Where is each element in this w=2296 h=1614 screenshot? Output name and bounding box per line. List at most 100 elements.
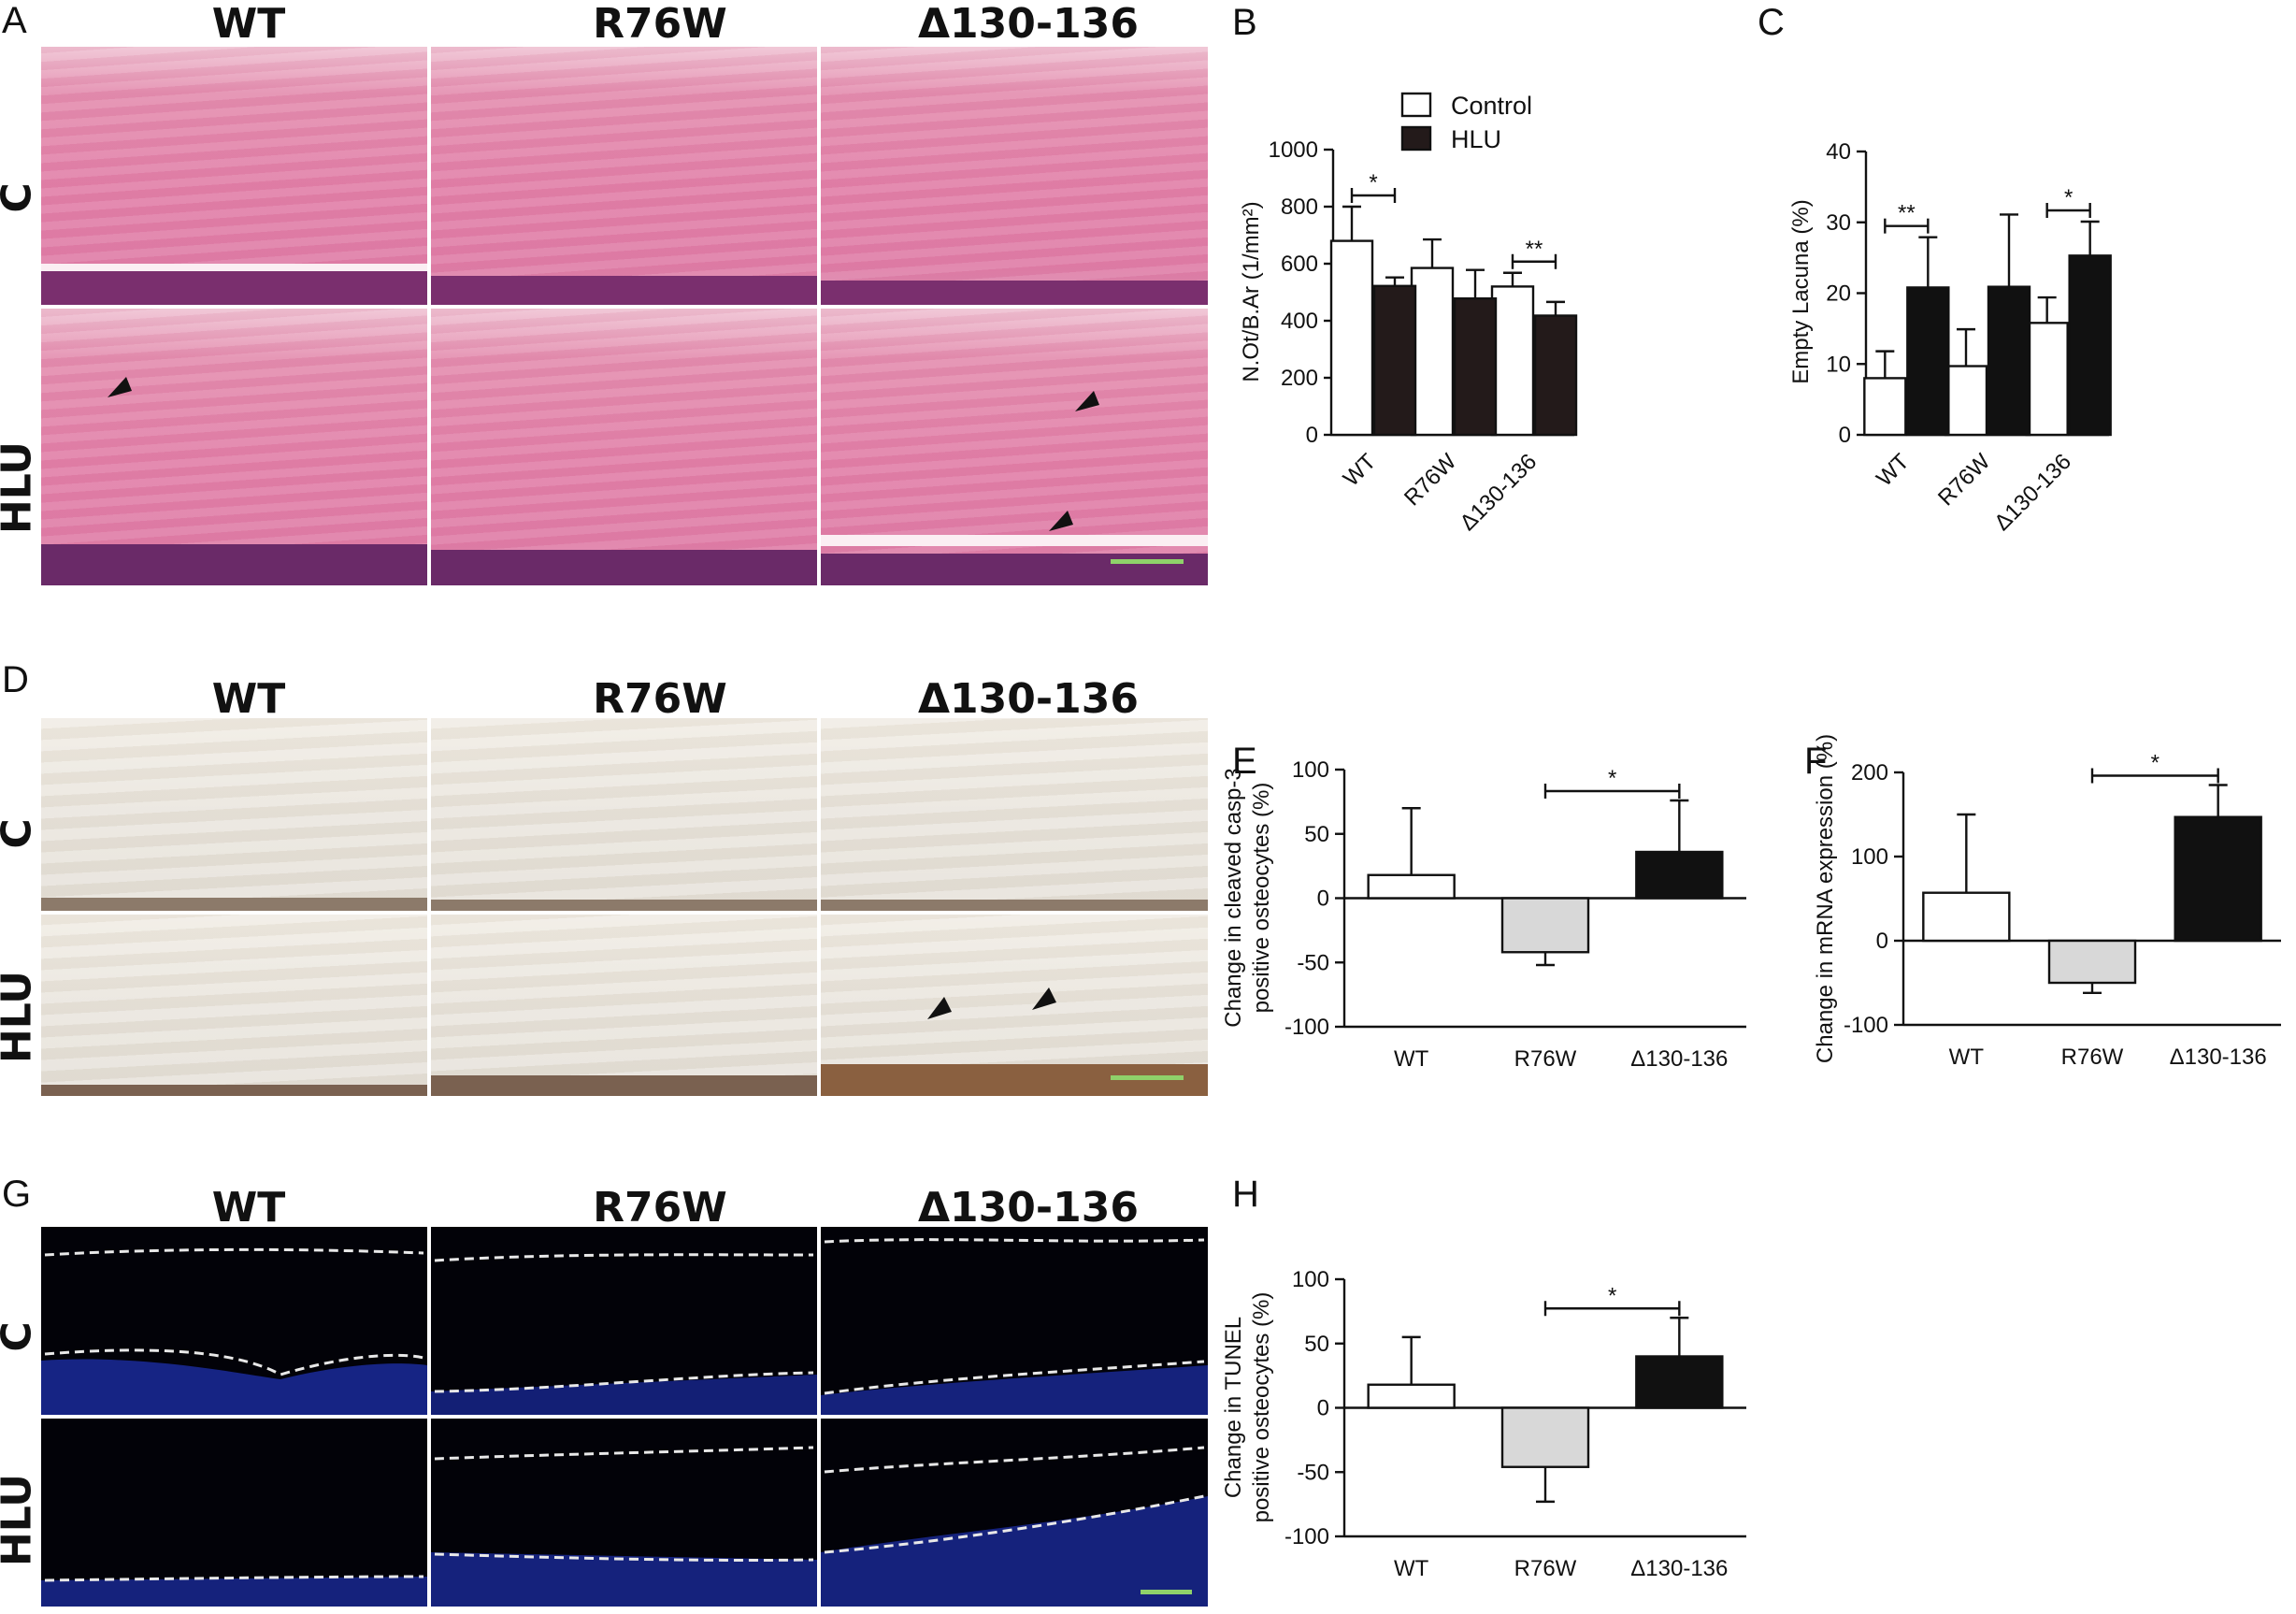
marrow-region bbox=[431, 1375, 817, 1415]
bar--130-136 bbox=[1635, 1355, 1724, 1409]
bar-wt bbox=[1367, 873, 1456, 900]
panel-label-h: H bbox=[1232, 1174, 1259, 1215]
ihc-image-del-control bbox=[821, 718, 1208, 911]
x-tick-label: WT bbox=[1949, 1045, 1985, 1070]
arrowhead-marker bbox=[1032, 987, 1056, 1010]
x-tick-label: R76W bbox=[1514, 1556, 1577, 1581]
he-image-wt-hlu bbox=[41, 309, 427, 585]
x-tick-label: Δ130-136 bbox=[2170, 1045, 2267, 1070]
y-tick-label: 100 bbox=[1292, 1267, 1329, 1292]
x-tick-label: WT bbox=[1394, 1556, 1429, 1581]
he-image-wt-control bbox=[41, 47, 427, 305]
scale-bar bbox=[1111, 1075, 1184, 1080]
arrowhead-marker bbox=[1049, 511, 1073, 531]
column-header-wt-a: WT bbox=[211, 0, 286, 48]
panel-label-d: D bbox=[2, 659, 29, 700]
tissue-edge bbox=[41, 898, 427, 911]
marrow-band bbox=[431, 550, 817, 585]
y-tick-label: 30 bbox=[1826, 210, 1851, 236]
column-header-r76w-a: R76W bbox=[593, 0, 727, 48]
legend-label-control: Control bbox=[1451, 92, 1532, 120]
x-tick-label: R76W bbox=[1514, 1046, 1577, 1072]
y-tick-label: 400 bbox=[1281, 309, 1318, 334]
ihc-image-wt-control bbox=[41, 718, 427, 911]
significance-label: * bbox=[1369, 170, 1377, 195]
marrow-band bbox=[821, 281, 1208, 305]
y-tick-label: -50 bbox=[1297, 950, 1329, 975]
ihc-image-wt-hlu bbox=[41, 915, 427, 1096]
he-image-r76w-hlu bbox=[431, 309, 817, 585]
y-axis-title: Change in TUNEL bbox=[1221, 1317, 1246, 1498]
y-tick-label: -100 bbox=[1284, 1524, 1329, 1549]
x-tick-label: R76W bbox=[2061, 1045, 2124, 1070]
tissue-gap bbox=[821, 535, 1208, 546]
tissue-edge bbox=[431, 900, 817, 911]
he-image-del-control bbox=[821, 47, 1208, 305]
bar-hlu bbox=[1533, 314, 1578, 437]
significance-label: * bbox=[1608, 1283, 1616, 1308]
y-tick-label: 50 bbox=[1304, 1332, 1329, 1357]
bone-boundary-lines bbox=[44, 1238, 1205, 1582]
y-tick-label: 200 bbox=[1851, 760, 1888, 785]
column-header-wt-d: WT bbox=[211, 675, 286, 723]
significance-label: ** bbox=[1898, 201, 1916, 226]
legend-label-hlu: HLU bbox=[1451, 125, 1501, 153]
column-header-r76w-g: R76W bbox=[593, 1184, 727, 1232]
bar-control bbox=[1410, 267, 1455, 437]
y-axis-title: Change in cleaved casp-3 bbox=[1221, 768, 1246, 1028]
panel-label-b: B bbox=[1232, 2, 1257, 43]
bar-r76w bbox=[1500, 897, 1590, 954]
bar-hlu bbox=[1372, 284, 1417, 437]
x-tick-label: Δ130-136 bbox=[1630, 1556, 1728, 1581]
tissue-gap bbox=[41, 264, 427, 271]
arrowhead-marker bbox=[108, 377, 132, 397]
tissue-edge bbox=[431, 1075, 817, 1096]
column-header-del-d: Δ130-136 bbox=[917, 675, 1139, 723]
y-tick-label: 100 bbox=[1292, 757, 1329, 783]
x-tick-label: WT bbox=[1394, 1046, 1429, 1072]
tissue-edge bbox=[821, 900, 1208, 911]
y-tick-label: 40 bbox=[1826, 139, 1851, 165]
column-header-wt-g: WT bbox=[211, 1184, 286, 1232]
marrow-region bbox=[41, 1577, 427, 1607]
marrow-band bbox=[41, 544, 427, 585]
y-tick-label: 10 bbox=[1826, 352, 1851, 377]
arrowhead-marker bbox=[927, 997, 952, 1019]
bar-wt bbox=[1367, 1383, 1456, 1409]
y-tick-label: 600 bbox=[1281, 252, 1318, 277]
y-axis-title: positive osteocytes (%) bbox=[1249, 1292, 1274, 1523]
y-tick-label: 0 bbox=[1317, 886, 1329, 912]
bar-hlu bbox=[1906, 286, 1950, 437]
bar-control bbox=[1329, 239, 1374, 437]
y-tick-label: 800 bbox=[1281, 195, 1318, 220]
tissue-edge bbox=[41, 1085, 427, 1096]
y-axis-title: Change in mRNA expression (%) bbox=[1813, 734, 1838, 1063]
y-axis-title: N.Ot/B.Ar (1/mm²) bbox=[1239, 201, 1264, 382]
scale-bar bbox=[1111, 559, 1184, 564]
y-tick-label: 200 bbox=[1281, 366, 1318, 391]
panel-label-f: F bbox=[1804, 741, 1828, 782]
marrow-band bbox=[41, 271, 427, 305]
y-axis-title: positive osteocytes (%) bbox=[1249, 783, 1274, 1014]
column-header-del-a: Δ130-136 bbox=[917, 0, 1139, 48]
y-tick-label: 1000 bbox=[1269, 137, 1318, 163]
tunel-image-wt-hlu bbox=[41, 1419, 427, 1607]
y-tick-label: 0 bbox=[1317, 1396, 1329, 1421]
legend-swatch-control bbox=[1400, 92, 1432, 118]
y-axis-title: Empty Lacuna (%) bbox=[1788, 199, 1814, 383]
marrow-region bbox=[821, 1496, 1208, 1607]
y-tick-label: -100 bbox=[1844, 1013, 1888, 1038]
x-tick-label: Δ130-136 bbox=[1630, 1046, 1728, 1072]
panel-label-g: G bbox=[2, 1174, 32, 1215]
significance-label: * bbox=[1608, 766, 1616, 791]
bar-wt bbox=[1922, 891, 2011, 943]
significance-label: * bbox=[2151, 751, 2160, 776]
ihc-image-r76w-control bbox=[431, 718, 817, 911]
arrowhead-marker bbox=[1075, 391, 1099, 411]
